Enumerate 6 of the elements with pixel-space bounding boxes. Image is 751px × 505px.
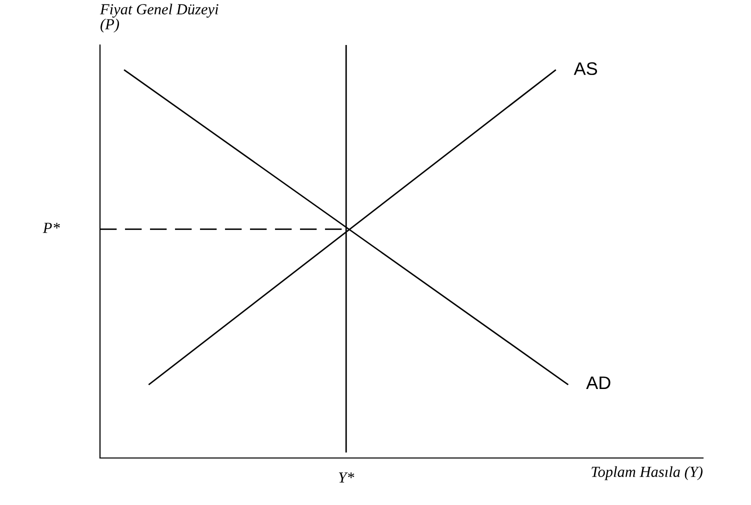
series-label: AD bbox=[586, 376, 610, 389]
text: Y* bbox=[338, 472, 354, 482]
text: P* bbox=[42, 222, 60, 233]
series-label: AS bbox=[574, 62, 598, 76]
y-axis-title: Fiyat Genel Düzeyi (P) bbox=[100, 4, 218, 33]
x-axis-title: Toplam Hasıla (Y) bbox=[592, 466, 703, 480]
